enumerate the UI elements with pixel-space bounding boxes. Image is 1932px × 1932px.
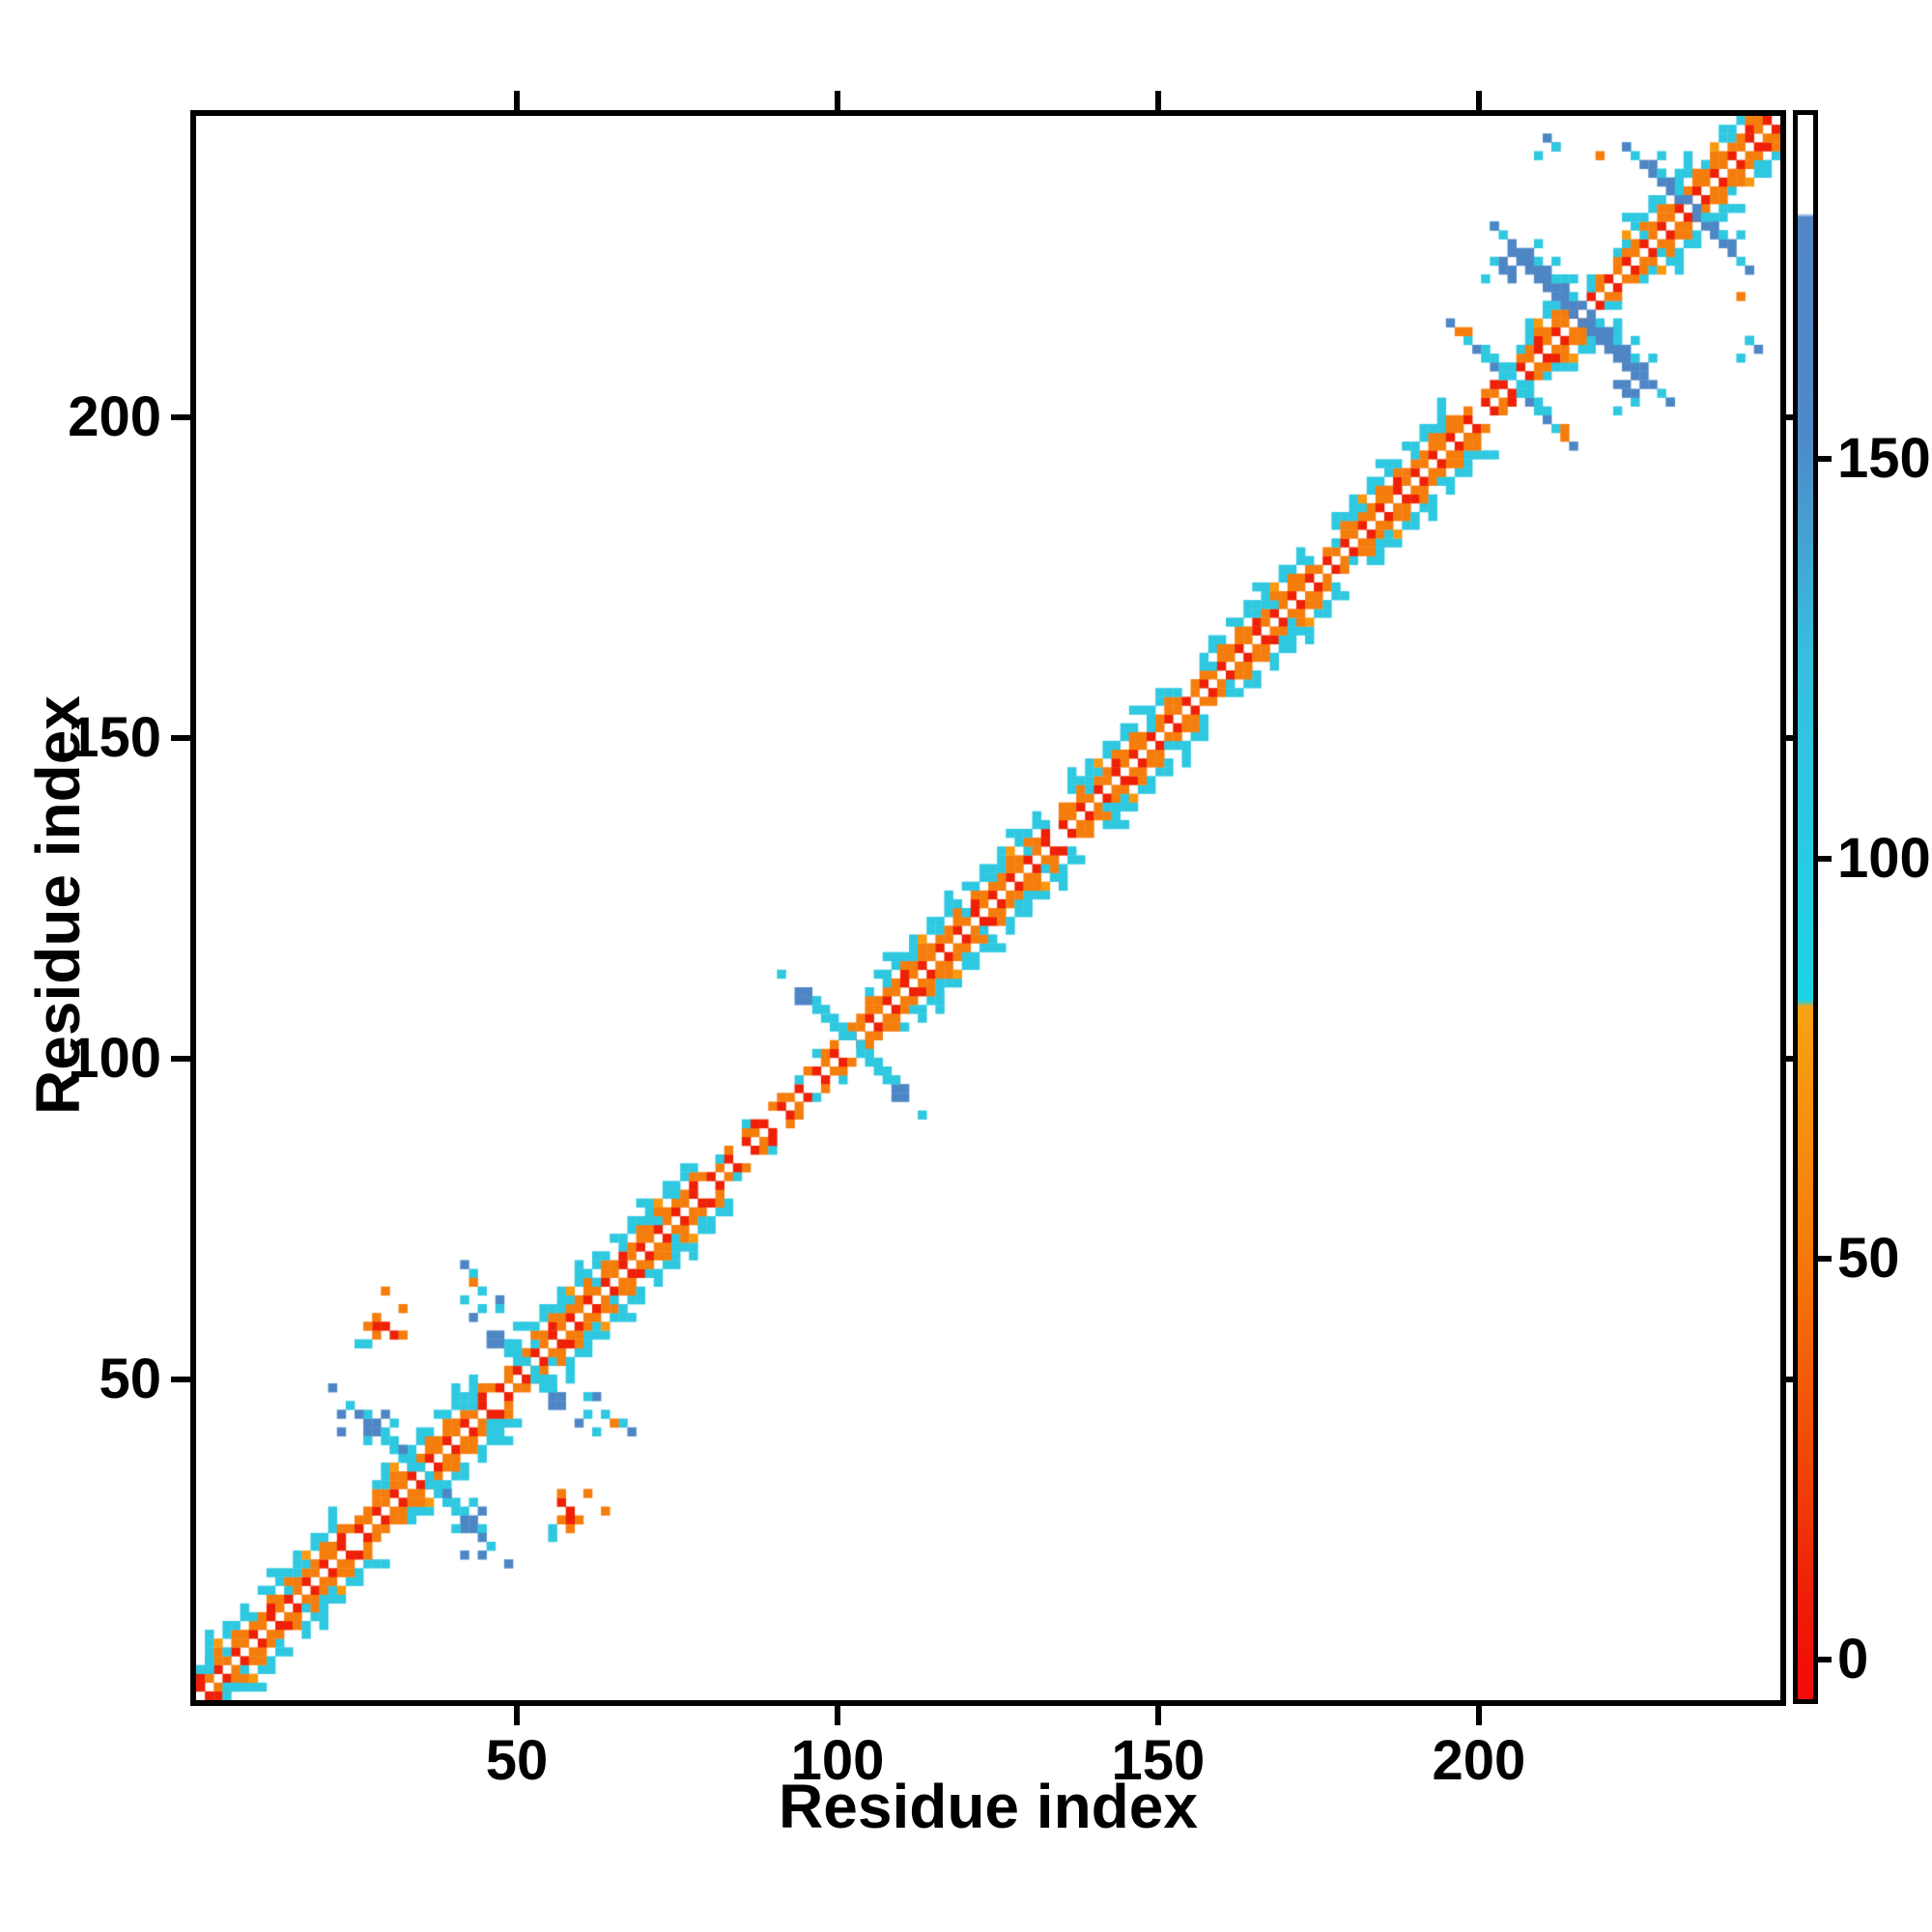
- y-axis-tick-label: 100: [68, 1027, 161, 1091]
- y-axis-tick: [171, 1377, 190, 1383]
- x-axis-tick-label: 50: [485, 1729, 549, 1792]
- x-axis-tick: [1154, 1706, 1161, 1725]
- x-axis-tick: [513, 1706, 520, 1725]
- colorbar-tick-label: 0: [1837, 1627, 1869, 1690]
- colorbar-tick: [1818, 856, 1832, 863]
- colorbar-tick: [1818, 1656, 1832, 1662]
- x-axis-tick: [1475, 1706, 1482, 1725]
- plot-frame: [190, 110, 1786, 1706]
- x-axis-title: Residue index: [779, 1772, 1198, 1841]
- y-axis-tick-label: 200: [68, 385, 161, 449]
- y-axis-tick-label: 50: [99, 1348, 161, 1411]
- y-axis-tick: [171, 1056, 190, 1063]
- y-axis-tick: [171, 735, 190, 742]
- colorbar-tick: [1818, 1256, 1832, 1263]
- x-axis-tick-top: [513, 91, 520, 110]
- colorbar-tick-label: 50: [1837, 1227, 1900, 1291]
- x-axis-tick-top: [1154, 91, 1161, 110]
- colorbar-gradient: [1798, 115, 1813, 1699]
- x-axis-tick: [834, 1706, 840, 1725]
- colorbar-tick-label: 100: [1837, 827, 1931, 891]
- colorbar-tick-label: 150: [1837, 427, 1931, 491]
- x-axis-tick-label: 100: [790, 1729, 885, 1792]
- x-axis-tick-label: 150: [1111, 1729, 1206, 1792]
- y-axis-tick-label: 150: [68, 706, 161, 770]
- y-axis-title: Residue index: [23, 696, 93, 1115]
- colorbar-tick: [1818, 456, 1832, 463]
- x-axis-tick-label: 200: [1432, 1729, 1526, 1792]
- colorbar: [1793, 110, 1818, 1704]
- y-axis-tick: [171, 414, 190, 421]
- x-axis-tick-top: [834, 91, 840, 110]
- x-axis-tick-top: [1475, 91, 1482, 110]
- contact-map-canvas: [196, 116, 1780, 1700]
